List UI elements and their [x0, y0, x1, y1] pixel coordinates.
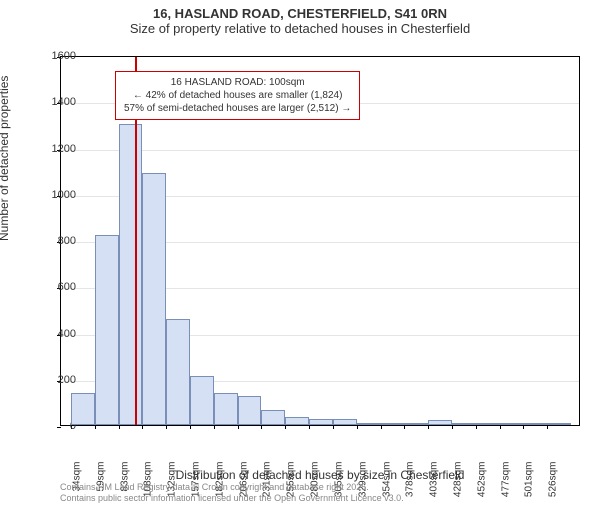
histogram-bar — [309, 419, 333, 425]
xtick-mark — [309, 425, 310, 429]
histogram-bar — [142, 173, 166, 425]
annotation-line: 57% of semi-detached houses are larger (… — [124, 102, 351, 115]
title-line1: 16, HASLAND ROAD, CHESTERFIELD, S41 0RN — [0, 6, 600, 21]
xtick-mark — [523, 425, 524, 429]
xtick-mark — [333, 425, 334, 429]
xtick-mark — [500, 425, 501, 429]
ytick-label: 1000 — [46, 189, 76, 201]
histogram-bar — [95, 235, 119, 425]
annotation-box: 16 HASLAND ROAD: 100sqm← 42% of detached… — [115, 71, 360, 120]
histogram-bar — [238, 396, 262, 425]
xtick-mark — [95, 425, 96, 429]
footer-line1: Contains HM Land Registry data © Crown c… — [60, 482, 404, 493]
ytick-label: 400 — [46, 328, 76, 340]
xtick-mark — [261, 425, 262, 429]
histogram-bar — [523, 423, 547, 425]
histogram-bar — [71, 393, 95, 425]
xtick-mark — [452, 425, 453, 429]
histogram-bar — [333, 419, 357, 425]
x-axis-label: Distribution of detached houses by size … — [60, 468, 580, 482]
footer-attribution: Contains HM Land Registry data © Crown c… — [60, 482, 404, 504]
ytick-label: 1400 — [46, 96, 76, 108]
histogram-bar — [261, 410, 285, 425]
footer-line2: Contains public sector information licen… — [60, 493, 404, 504]
histogram-bar — [166, 319, 190, 425]
chart-title: 16, HASLAND ROAD, CHESTERFIELD, S41 0RN … — [0, 6, 600, 36]
xtick-mark — [547, 425, 548, 429]
ytick-label: 200 — [46, 374, 76, 386]
ytick-label: 1200 — [46, 143, 76, 155]
xtick-mark — [119, 425, 120, 429]
xtick-mark — [476, 425, 477, 429]
y-axis-label: Number of detached properties — [0, 76, 11, 241]
xtick-mark — [190, 425, 191, 429]
xtick-mark — [357, 425, 358, 429]
xtick-mark — [285, 425, 286, 429]
histogram-bar — [476, 423, 500, 425]
histogram-bar — [404, 423, 428, 425]
histogram-bar — [381, 423, 405, 425]
histogram-bar — [357, 423, 381, 425]
xtick-mark — [428, 425, 429, 429]
xtick-mark — [142, 425, 143, 429]
xtick-mark — [404, 425, 405, 429]
annotation-line: 16 HASLAND ROAD: 100sqm — [124, 76, 351, 89]
xtick-mark — [238, 425, 239, 429]
chart-plot-area: 34sqm59sqm83sqm108sqm132sqm157sqm182sqm2… — [60, 56, 580, 426]
annotation-line: ← 42% of detached houses are smaller (1,… — [124, 89, 351, 102]
ytick-label: 800 — [46, 235, 76, 247]
histogram-bar — [500, 423, 524, 425]
histogram-bar — [428, 420, 452, 425]
xtick-mark — [214, 425, 215, 429]
xtick-mark — [381, 425, 382, 429]
histogram-bar — [547, 423, 571, 425]
ytick-label: 1600 — [46, 50, 76, 62]
ytick-label: 600 — [46, 281, 76, 293]
histogram-bar — [119, 124, 143, 425]
histogram-bar — [190, 376, 214, 425]
histogram-bar — [452, 423, 476, 425]
xtick-mark — [166, 425, 167, 429]
histogram-bar — [214, 393, 238, 425]
title-line2: Size of property relative to detached ho… — [0, 21, 600, 36]
histogram-bar — [285, 417, 309, 425]
